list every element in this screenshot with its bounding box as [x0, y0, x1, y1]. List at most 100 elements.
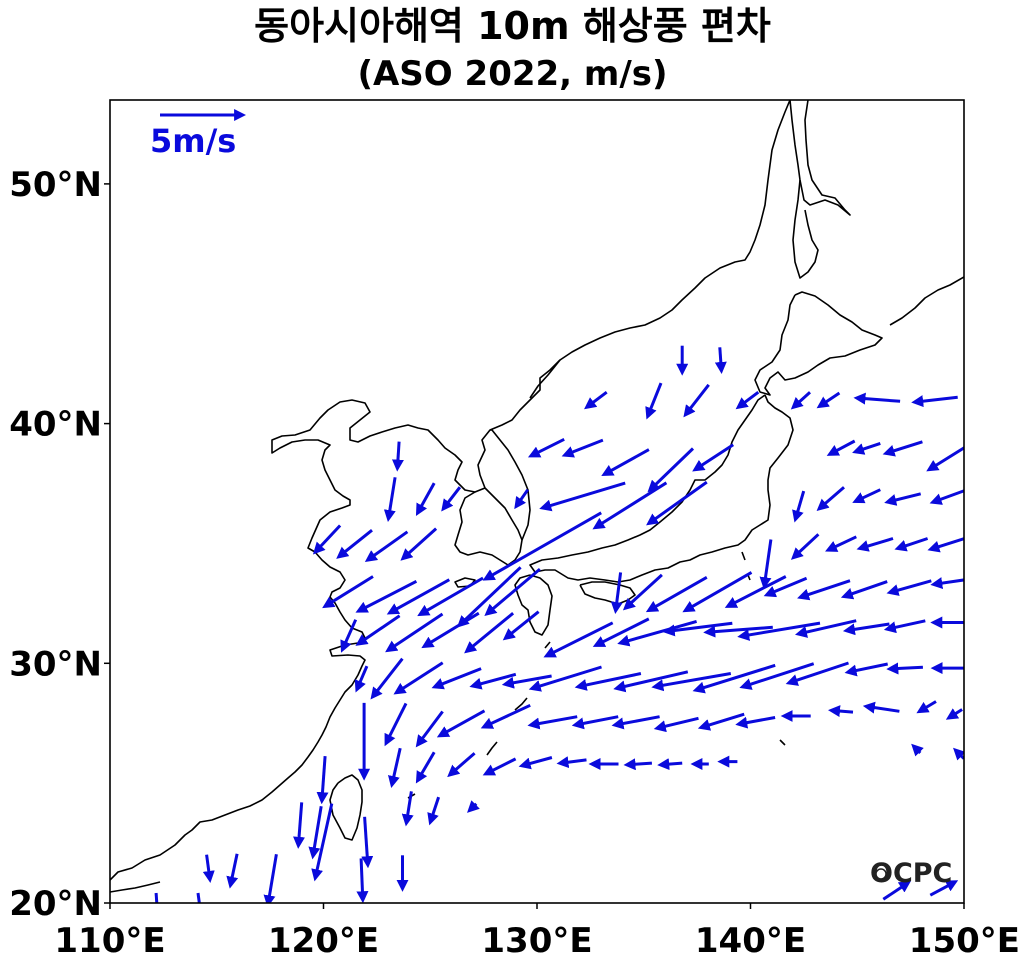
wind-vector — [882, 880, 912, 901]
wind-vector — [340, 619, 358, 653]
coast-hokkaido — [754, 291, 883, 396]
wind-vector — [561, 438, 604, 458]
wind-vector — [202, 854, 215, 883]
wind-vector — [415, 751, 436, 784]
wind-vector — [154, 892, 159, 903]
wind-vector — [840, 580, 888, 600]
wind-vector — [647, 447, 695, 493]
wind-vector — [645, 382, 663, 420]
wind-vector — [400, 527, 438, 561]
wind-vector — [355, 579, 418, 613]
wind-vector — [263, 854, 278, 903]
wind-vector — [692, 443, 735, 472]
wind-vector — [853, 392, 901, 405]
wind-vector — [401, 791, 414, 827]
coast-korea-east — [490, 429, 531, 541]
wind-vector — [662, 621, 733, 637]
wind-vector — [816, 391, 841, 409]
wind-vector — [421, 611, 480, 649]
wind-vector — [427, 796, 441, 826]
wind-vector — [842, 622, 890, 636]
wind-vector — [601, 448, 650, 477]
wind-vector — [886, 662, 923, 675]
x-tick-label: 130°E — [481, 921, 592, 961]
ocpc-logo: OCPC — [870, 858, 952, 889]
wind-vector — [514, 488, 530, 510]
wind-vector — [682, 571, 753, 613]
wind-vector — [592, 617, 650, 647]
wind-vector — [894, 537, 929, 552]
wind-vector — [384, 702, 408, 747]
wind-vector — [653, 716, 699, 733]
wind-vector — [737, 621, 821, 641]
coast-shikoku — [579, 581, 636, 605]
wind-vector — [617, 619, 698, 647]
wind-vector — [610, 572, 623, 614]
wind-vector — [883, 619, 926, 634]
wind-vector — [916, 700, 937, 714]
wind-vector — [697, 712, 745, 731]
wind-vector — [929, 880, 959, 897]
wind-vector — [862, 701, 900, 714]
coast-ryukyu — [407, 641, 786, 799]
wind-vector — [886, 579, 932, 596]
x-tick-label: 140°E — [695, 921, 806, 961]
coast-kurils — [889, 276, 964, 326]
wind-vector — [370, 657, 404, 700]
x-axis-ticks: 110°E 120°E 130°E 140°E 150°E — [54, 903, 1020, 961]
wind-vector — [355, 614, 401, 646]
coast-korean-peninsula-east — [529, 359, 561, 399]
logo-wave-icon — [875, 868, 887, 880]
wind-vector — [556, 756, 587, 769]
wind-vector — [502, 610, 540, 641]
coast-sakhalin — [789, 100, 851, 216]
map-title: 동아시아해역 10m 해상풍 편차 — [254, 4, 771, 48]
wind-vector — [797, 579, 851, 601]
wind-vector — [759, 539, 773, 590]
wind-vector — [336, 529, 373, 559]
wind-vector — [790, 533, 820, 560]
wind-vector — [469, 672, 517, 690]
coast-hainan-leizhou — [110, 881, 161, 893]
wind-vector — [828, 705, 854, 718]
wind-vector — [431, 667, 482, 690]
wind-vector — [467, 800, 480, 813]
wind-vector — [724, 575, 787, 608]
wind-vector — [316, 755, 329, 805]
y-tick-label: 30°N — [9, 644, 102, 684]
wind-vector — [571, 715, 619, 730]
wind-vector — [622, 573, 663, 611]
reference-vector-key: 5m/s — [150, 109, 247, 160]
wind-vector — [953, 747, 964, 761]
wind-vector — [623, 758, 653, 771]
wind-vector — [441, 486, 462, 512]
wind-vector — [415, 482, 436, 516]
wind-vector — [735, 716, 776, 729]
wind-vector — [911, 743, 924, 757]
wind-vector — [361, 816, 374, 869]
wind-vector — [415, 710, 444, 748]
wind-vector — [464, 612, 515, 654]
wind-vector — [417, 576, 484, 617]
wind-vector — [226, 853, 239, 889]
wind-vectors — [154, 345, 964, 903]
wind-vector — [792, 490, 806, 523]
wind-vector — [826, 439, 856, 456]
wind-vector — [543, 621, 614, 658]
coast-taiwan — [329, 774, 363, 841]
x-tick-label: 110°E — [54, 921, 165, 961]
wind-vector — [386, 578, 451, 615]
x-tick-label: 150°E — [909, 921, 1020, 961]
reference-vector-label: 5m/s — [150, 122, 236, 160]
wind-vector — [816, 486, 845, 511]
wind-vector — [884, 492, 922, 506]
wind-vector — [945, 708, 963, 720]
wind-vector — [657, 758, 683, 771]
coast-sakhalin-south — [792, 179, 819, 279]
wind-vector — [911, 395, 958, 408]
wind-vector — [518, 756, 553, 770]
wind-vector — [852, 488, 881, 504]
wind-vector — [312, 524, 342, 555]
wind-vector — [790, 391, 812, 410]
